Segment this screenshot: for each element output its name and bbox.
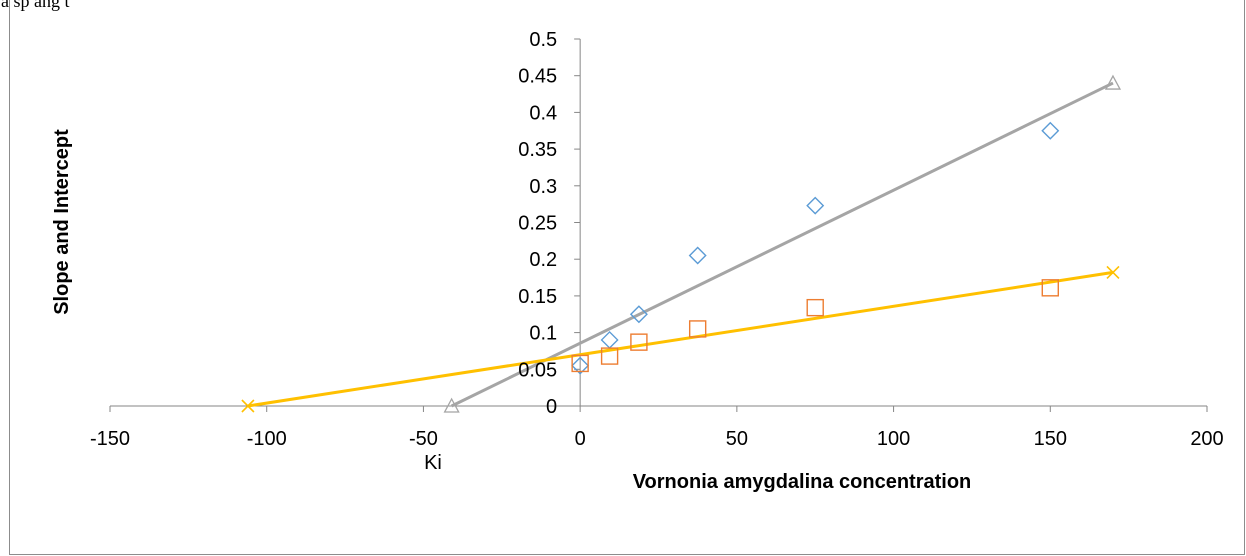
x-tick-label: 100 bbox=[877, 428, 910, 450]
y-tick-label: 0.5 bbox=[529, 29, 557, 51]
diamond-point bbox=[806, 196, 825, 215]
chart-frame bbox=[9, 0, 1245, 555]
x-tick-label: 0 bbox=[575, 428, 586, 450]
series-line-3 bbox=[450, 81, 1114, 408]
x-tick-label: 150 bbox=[1034, 428, 1067, 450]
y-tick-label: 0.35 bbox=[518, 139, 557, 161]
x-axis-title: Vornonia amygdalina concentration bbox=[633, 471, 972, 493]
y-tick-label: 0.1 bbox=[529, 323, 557, 345]
y-tick-label: 0.3 bbox=[529, 176, 557, 198]
x-tick-label: -150 bbox=[90, 428, 130, 450]
y-tick-label: 0.45 bbox=[518, 66, 557, 88]
x-tick-label: 200 bbox=[1190, 428, 1223, 450]
series-1-points bbox=[571, 121, 1060, 375]
y-tick-label: 0 bbox=[546, 396, 557, 418]
square-point bbox=[571, 354, 589, 373]
x-tick-label: -50 bbox=[409, 428, 438, 450]
triangle-point bbox=[1104, 74, 1122, 90]
x-point-stroke bbox=[1106, 265, 1120, 279]
diamond-point bbox=[571, 356, 590, 375]
y-tick-label: 0.15 bbox=[518, 286, 557, 308]
x-point-stroke bbox=[241, 399, 255, 413]
series-line-4 bbox=[247, 270, 1114, 408]
x-point bbox=[1106, 265, 1120, 279]
ki-annotation: Ki bbox=[424, 452, 442, 474]
labels-layer: -150 -100 -50 0 50 100 150 200 0 0.05 0.1 0.15 0.2 0.… bbox=[51, 29, 1224, 493]
square-point bbox=[688, 320, 707, 338]
square-point bbox=[806, 298, 824, 317]
series-3-points bbox=[443, 74, 1122, 413]
square-point bbox=[1041, 279, 1059, 297]
diamond-point bbox=[600, 330, 619, 349]
diamond-point bbox=[1041, 121, 1060, 140]
series-4-points bbox=[241, 265, 1120, 413]
y-tick-label: 0.05 bbox=[518, 359, 557, 381]
axes bbox=[109, 38, 1208, 412]
diamond-point bbox=[688, 246, 707, 265]
diamond-point bbox=[629, 305, 648, 324]
y-axis-title: Slope and Intercept bbox=[51, 129, 73, 315]
y-tick-label: 0.2 bbox=[529, 249, 557, 271]
x-point bbox=[241, 399, 255, 413]
y-tick-label: 0.25 bbox=[518, 213, 557, 235]
top-text-fragment: a sp ang t bbox=[1, 0, 70, 11]
series-layer bbox=[241, 74, 1122, 413]
x-tick-label: 50 bbox=[726, 428, 748, 450]
series-2-points bbox=[571, 279, 1059, 373]
x-tick-label: -100 bbox=[247, 428, 287, 450]
square-point bbox=[630, 333, 648, 351]
y-tick-label: 0.4 bbox=[529, 102, 557, 124]
triangle-point bbox=[443, 397, 460, 413]
square-point bbox=[600, 347, 619, 365]
